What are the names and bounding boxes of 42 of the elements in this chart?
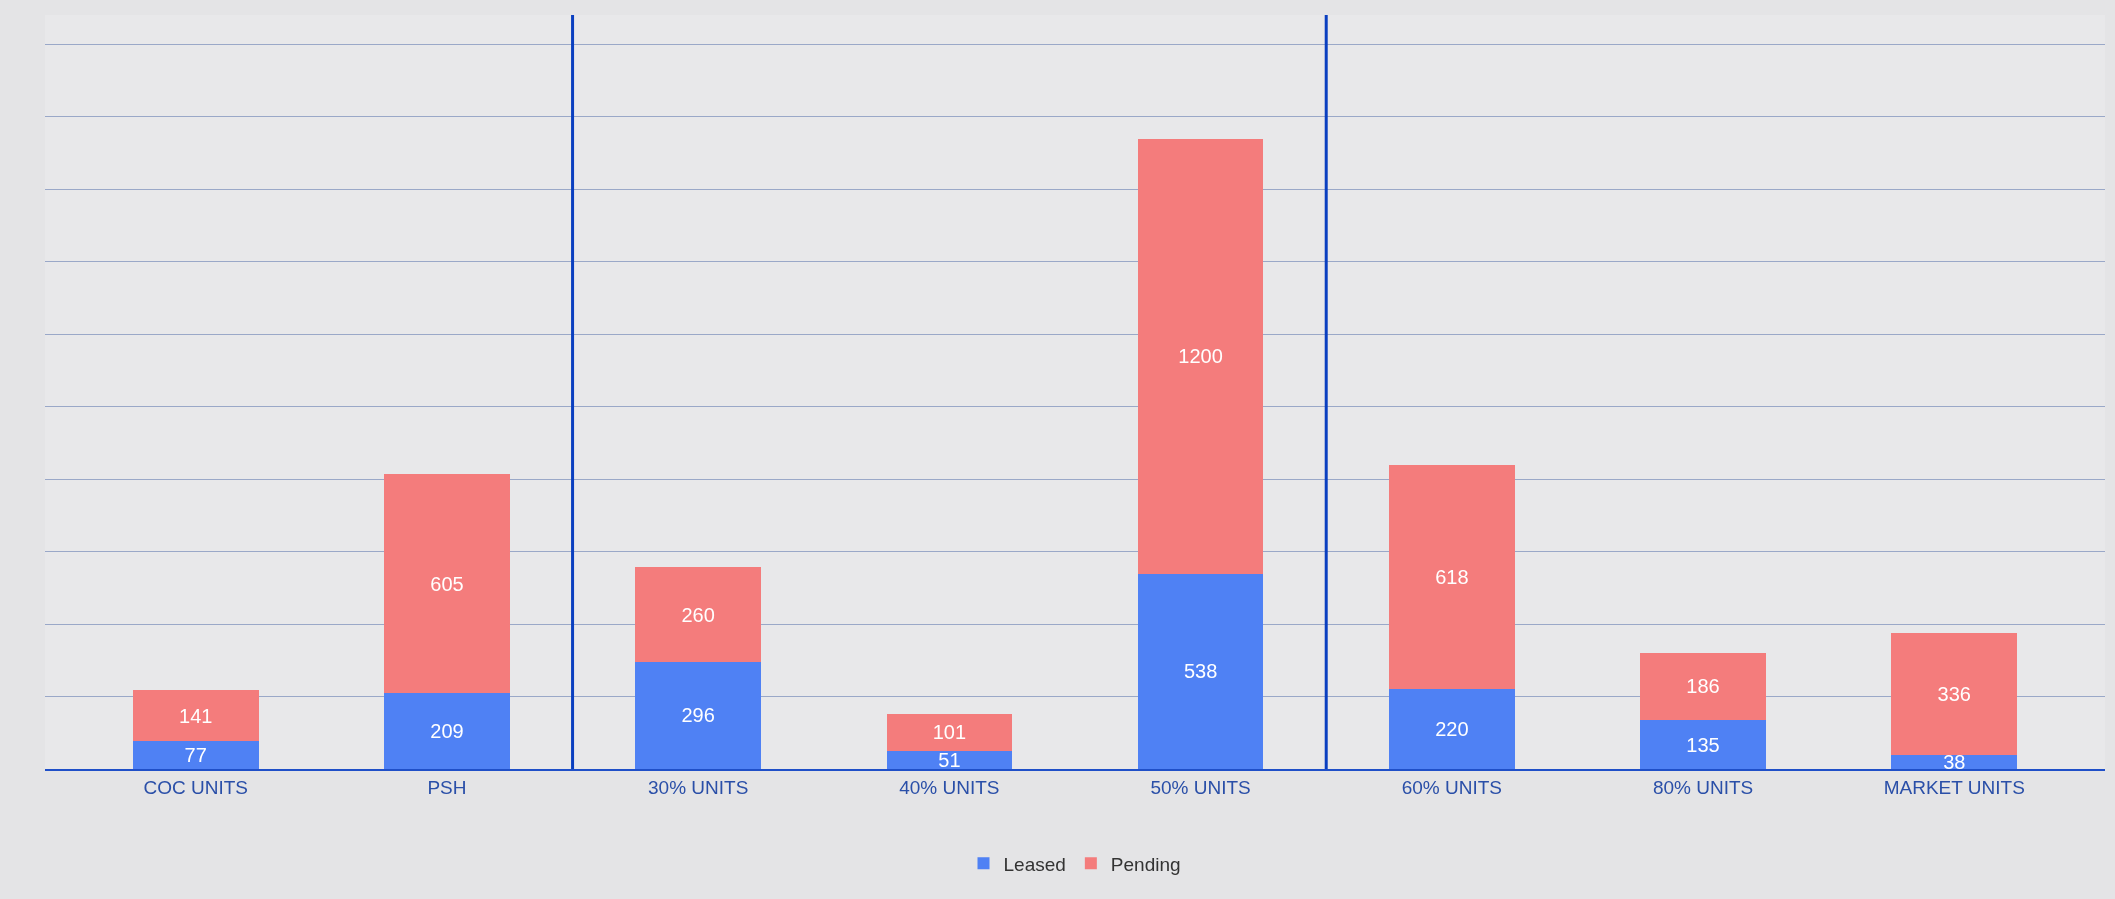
data-label: 260 [681,603,715,626]
legend-label: Leased [1003,853,1066,875]
data-label: 135 [1686,733,1720,756]
data-label: 605 [430,572,464,595]
data-label: 209 [430,720,464,743]
bar [384,473,510,694]
data-label: 101 [932,721,967,744]
bar [132,741,259,769]
x-tick-label: 50% UNITS [1150,776,1251,798]
bar [1640,720,1766,769]
bar [1389,465,1515,690]
bar [635,661,761,769]
data-label: 618 [1435,566,1469,589]
bar [1891,633,2018,756]
x-tick-label: 30% UNITS [648,776,749,798]
data-label: 1200 [1178,345,1223,368]
bar [1891,755,2018,769]
x-tick-label: MARKET UNITS [1883,776,2025,798]
bar [886,713,1013,751]
data-label: 336 [1937,683,1971,706]
data-label: 538 [1183,660,1218,683]
bar [1137,138,1264,574]
bar [132,689,259,742]
bar [635,567,761,662]
x-tick-label: 40% UNITS [899,776,1000,798]
x-tick-label: PSH [427,776,467,798]
bar [1389,689,1515,769]
bar [1640,652,1766,721]
x-tick-label: 80% UNITS [1652,776,1754,798]
data-label: 296 [681,704,715,727]
data-label: 38 [1943,751,1966,774]
bar [384,693,510,769]
data-label: 186 [1686,675,1720,698]
data-label: 51 [938,748,961,771]
data-label: 77 [184,744,207,767]
x-tick-label: COC UNITS [143,776,248,798]
legend-label: Pending [1110,853,1181,875]
data-label: 141 [179,704,213,727]
x-tick-label: 60% UNITS [1401,776,1502,798]
bar [1137,573,1264,769]
data-label: 220 [1435,718,1469,741]
bar [886,750,1013,769]
